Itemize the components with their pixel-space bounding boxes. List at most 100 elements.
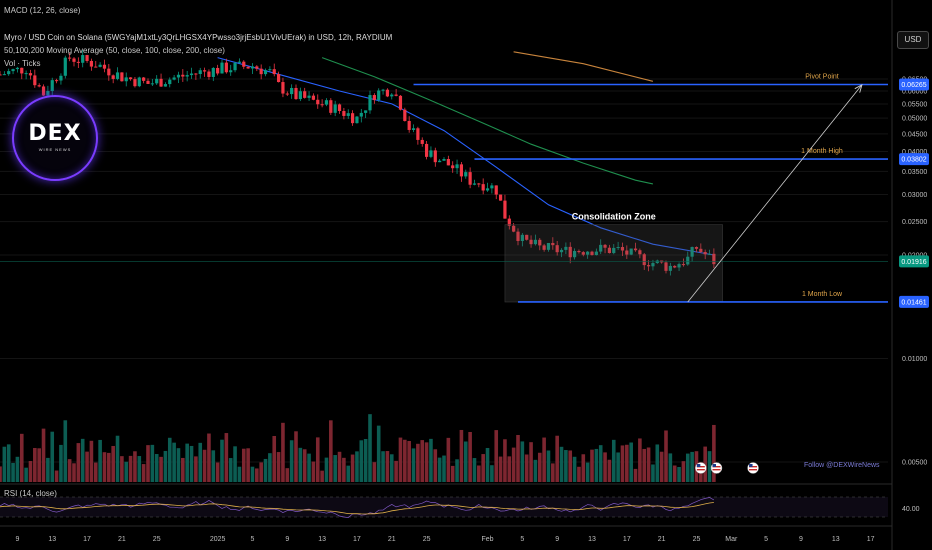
candle-body <box>377 90 381 101</box>
volume-bar <box>67 459 72 482</box>
candle-body <box>577 251 581 253</box>
volume-bar <box>433 449 438 482</box>
candle-body <box>202 70 207 72</box>
candle-body <box>320 104 324 106</box>
current-price-tag-bg <box>899 255 929 268</box>
level-label: Pivot Point <box>805 73 839 80</box>
volume-bar <box>477 465 481 482</box>
zone-box <box>504 224 723 303</box>
time-tick-label: 5 <box>764 536 768 543</box>
volume-bar <box>424 442 429 482</box>
candle-body <box>686 256 690 265</box>
candle-body <box>329 100 333 113</box>
price-candles <box>0 49 716 276</box>
volume-bar <box>207 433 211 482</box>
macd-legend[interactable]: MACD (12, 26, close) <box>4 6 81 15</box>
candle-body <box>629 248 633 255</box>
candle-body <box>516 231 520 241</box>
flag-icon-stripe <box>696 469 705 471</box>
volume-bar <box>0 466 2 482</box>
volume-bar <box>224 433 229 482</box>
candle-body <box>24 73 28 75</box>
time-tick-label: 25 <box>693 536 701 543</box>
candle-body <box>337 104 342 112</box>
flag-icon-stripe <box>749 466 758 468</box>
zone-label: Consolidation Zone <box>572 212 656 222</box>
candle-body <box>85 55 89 61</box>
price-tick-label: 0.06000 <box>902 88 927 95</box>
candle-body <box>54 80 59 82</box>
time-tick-label: 9 <box>15 536 19 543</box>
volume-bar <box>220 439 224 482</box>
volume-bar <box>629 442 633 482</box>
follow-text: Follow @DEXWireNews <box>804 462 880 469</box>
volume-bar <box>285 468 290 482</box>
candle-body <box>420 139 424 144</box>
candle-body <box>646 265 651 267</box>
level-tag-bg <box>899 78 929 91</box>
candle-body <box>189 73 194 76</box>
volume-bar <box>533 459 538 482</box>
volume-bar <box>137 456 142 482</box>
volume-bar <box>189 445 194 482</box>
volume-bar <box>59 444 63 482</box>
ma-line <box>513 51 654 82</box>
volume-bar <box>407 440 411 482</box>
volume-bar <box>246 448 250 482</box>
candle-body <box>89 60 94 67</box>
volume-bar <box>411 448 416 482</box>
volume-bar <box>668 453 673 482</box>
volume-bar <box>350 454 355 482</box>
volume-bar <box>572 456 577 482</box>
volume-bar <box>685 453 690 482</box>
volume-bar <box>315 437 320 482</box>
symbol-title[interactable]: Myro / USD Coin on Solana (5WGYajM1xtLy3… <box>4 33 393 42</box>
volume-bar <box>89 440 94 482</box>
volume-bar <box>389 454 394 482</box>
time-tick-label: 17 <box>867 536 875 543</box>
volume-bar <box>198 442 203 482</box>
time-tick-label: 17 <box>353 536 361 543</box>
volume-bar <box>311 461 316 482</box>
volume-bar <box>542 437 546 482</box>
volume-legend[interactable]: Vol · Ticks <box>4 59 41 68</box>
currency-button[interactable]: USD <box>897 31 929 49</box>
candle-body <box>385 89 390 97</box>
candle-body <box>572 251 577 258</box>
volume-bar <box>85 451 89 482</box>
volume-bar <box>585 462 590 482</box>
candle-body <box>7 71 11 75</box>
volume-bar <box>259 462 263 482</box>
volume-bar <box>329 420 333 482</box>
time-tick-label: 5 <box>251 536 255 543</box>
time-tick-label: 21 <box>388 536 396 543</box>
volume-bar <box>437 457 442 482</box>
rsi-legend[interactable]: RSI (14, close) <box>4 489 57 498</box>
candle-body <box>20 67 24 74</box>
candle-body <box>185 75 189 77</box>
volume-bar <box>150 444 155 482</box>
volume-bar <box>442 455 446 482</box>
candle-body <box>281 82 285 94</box>
candle-body <box>72 58 76 62</box>
volume-bar <box>185 443 189 482</box>
time-tick-label: 2025 <box>210 536 226 543</box>
volume-bar <box>681 461 686 482</box>
volume-bar <box>403 439 407 482</box>
candle-body <box>155 78 159 84</box>
volume-bar <box>594 448 599 482</box>
candle-body <box>142 77 146 81</box>
volume-bar <box>6 444 11 482</box>
level-tag-text: 0.03802 <box>901 157 926 164</box>
candle-body <box>94 66 98 68</box>
volume-bar <box>620 445 625 482</box>
volume-bar <box>372 462 377 482</box>
candle-body <box>15 67 20 70</box>
candle-body <box>50 80 54 92</box>
volume-bar <box>15 456 20 482</box>
volume-bar <box>276 452 281 482</box>
moving-average-legend[interactable]: 50,100,200 Moving Average (50, close, 10… <box>4 46 225 55</box>
time-tick-label: 25 <box>153 536 161 543</box>
candle-body <box>163 84 168 87</box>
